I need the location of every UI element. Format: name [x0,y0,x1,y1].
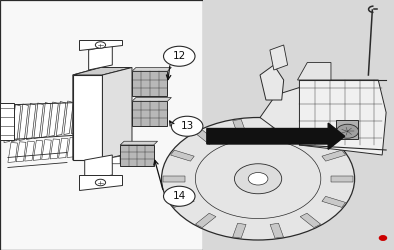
Bar [132,101,167,126]
Bar [300,130,321,144]
Bar [195,130,216,144]
Polygon shape [79,40,122,50]
Polygon shape [34,103,43,138]
Text: 12: 12 [173,51,186,61]
Polygon shape [19,104,28,141]
Bar [322,150,346,161]
Circle shape [336,124,359,138]
Bar [132,71,167,96]
Polygon shape [260,65,284,100]
FancyArrow shape [207,123,345,149]
Polygon shape [42,140,51,160]
Polygon shape [59,138,68,158]
Polygon shape [56,102,66,136]
Circle shape [195,139,321,218]
Circle shape [162,118,355,240]
Polygon shape [26,104,36,140]
Circle shape [164,46,195,66]
Bar [120,145,154,166]
Polygon shape [64,101,73,134]
Bar [270,119,283,134]
Text: 13: 13 [180,121,194,131]
Polygon shape [71,100,81,134]
Bar [233,223,246,238]
Polygon shape [120,141,158,145]
Bar [300,213,321,228]
Circle shape [248,172,268,185]
Polygon shape [102,68,132,160]
Bar [0,102,14,140]
Circle shape [164,186,195,206]
Polygon shape [33,140,43,160]
Bar [171,196,194,207]
Circle shape [234,164,282,194]
Polygon shape [67,138,76,158]
Bar [331,176,353,182]
Circle shape [379,236,387,240]
Polygon shape [260,85,327,135]
Circle shape [95,42,106,48]
Polygon shape [25,141,34,161]
Polygon shape [85,155,112,180]
Polygon shape [132,98,171,101]
Text: 14: 14 [173,191,186,201]
Bar [73,75,102,160]
Circle shape [171,116,203,136]
Bar [163,176,185,182]
Polygon shape [132,68,171,71]
Polygon shape [4,105,13,142]
Bar [233,119,246,134]
Bar [203,0,394,250]
Polygon shape [8,142,17,163]
Polygon shape [49,102,58,136]
Bar [270,223,283,238]
Bar [171,150,194,161]
Bar [322,196,346,207]
Polygon shape [89,45,112,70]
Circle shape [95,179,106,186]
Polygon shape [73,68,132,75]
Polygon shape [50,139,60,159]
Polygon shape [297,62,331,80]
Bar [195,213,216,228]
Bar [0,0,203,250]
Polygon shape [270,45,288,70]
Polygon shape [73,68,100,160]
Polygon shape [16,142,26,162]
Bar [336,120,358,139]
Polygon shape [11,104,21,142]
Polygon shape [299,80,386,155]
Polygon shape [79,100,88,132]
Polygon shape [41,102,51,138]
Polygon shape [112,156,120,164]
Polygon shape [79,175,122,190]
